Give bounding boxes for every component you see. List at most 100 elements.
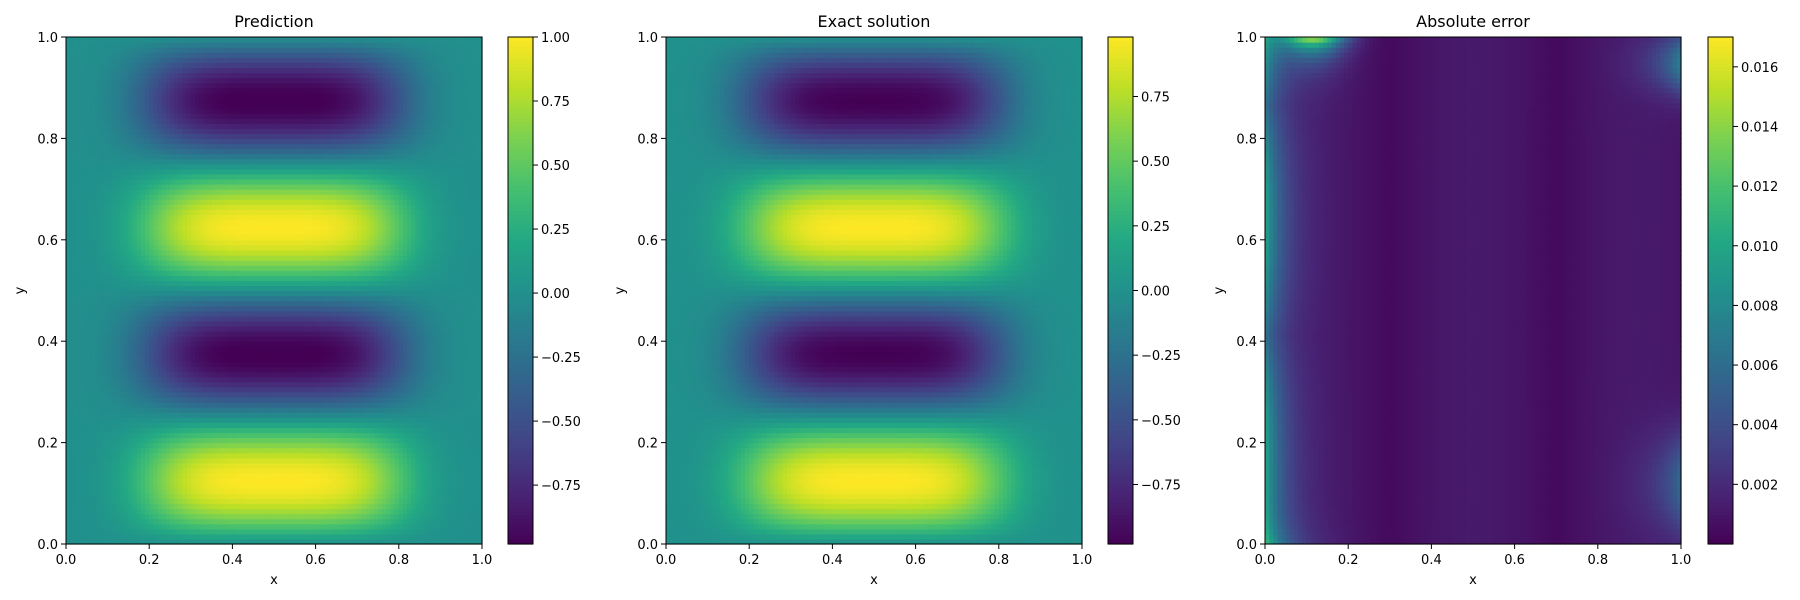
heatmap-cell — [436, 467, 441, 474]
heatmap-cell — [232, 432, 238, 439]
heatmap-cell — [153, 508, 159, 515]
heatmap-cell — [344, 396, 350, 403]
heatmap-cell — [357, 325, 362, 332]
heatmap-cell — [86, 503, 92, 510]
heatmap-cell — [303, 290, 308, 297]
heatmap-cell — [86, 427, 92, 434]
heatmap-cell — [469, 386, 475, 393]
heatmap-cell — [170, 483, 175, 489]
heatmap-cell — [145, 473, 150, 479]
heatmap-cell — [232, 351, 238, 358]
heatmap-cell — [353, 488, 358, 494]
heatmap-cell — [282, 290, 288, 297]
heatmap-cell — [348, 381, 354, 388]
heatmap-cell — [136, 315, 142, 322]
heatmap-cell — [120, 437, 125, 444]
heatmap-cell — [465, 447, 471, 454]
heatmap-cell — [70, 407, 75, 413]
heatmap-cell — [419, 513, 425, 520]
heatmap-cell — [261, 508, 267, 515]
heatmap-cell — [66, 437, 71, 444]
heatmap-cell — [82, 310, 88, 317]
heatmap-cell — [340, 336, 346, 342]
heatmap-cell — [253, 442, 258, 449]
heatmap-cell — [440, 386, 446, 393]
heatmap-cell — [215, 523, 221, 530]
heatmap-cell — [232, 538, 238, 545]
heatmap-cell — [294, 356, 300, 363]
heatmap-cell — [186, 371, 192, 378]
heatmap-cell — [70, 366, 75, 373]
heatmap-cell — [440, 361, 446, 368]
heatmap-cell — [390, 427, 396, 434]
heatmap-cell — [419, 295, 425, 302]
heatmap-cell — [340, 290, 346, 297]
heatmap-cell — [365, 483, 371, 489]
heatmap-cell — [265, 407, 271, 413]
heatmap-cell — [170, 295, 175, 302]
heatmap-cell — [469, 417, 475, 423]
heatmap-cell — [199, 447, 204, 454]
heatmap-cell — [402, 427, 408, 434]
heatmap-cell — [145, 391, 150, 398]
heatmap-cell — [407, 391, 412, 398]
heatmap-cell — [165, 300, 171, 307]
heatmap-cell — [332, 412, 337, 418]
heatmap-cell — [211, 442, 217, 449]
heatmap-cell — [115, 452, 121, 459]
heatmap-cell — [99, 366, 105, 373]
heatmap-cell — [382, 391, 387, 398]
heatmap-cell — [124, 478, 129, 484]
heatmap-cell — [278, 407, 283, 413]
heatmap-cell — [249, 371, 254, 378]
heatmap-cell — [357, 457, 362, 464]
heatmap-cell — [99, 371, 105, 378]
heatmap-cell — [111, 447, 117, 454]
heatmap-cell — [477, 513, 483, 520]
heatmap-cell — [436, 290, 441, 297]
heatmap-cell — [303, 346, 308, 352]
heatmap-cell — [107, 407, 113, 413]
heatmap-cell — [303, 533, 308, 540]
heatmap-cell — [170, 498, 175, 505]
heatmap-cell — [423, 346, 429, 352]
heatmap-cell — [344, 528, 350, 535]
heatmap-cell — [353, 290, 358, 297]
heatmap-cell — [86, 376, 92, 383]
heatmap-cell — [249, 432, 254, 439]
heatmap-cell — [265, 381, 271, 388]
heatmap-cell — [440, 493, 446, 499]
heatmap-cell — [386, 300, 392, 307]
heatmap-cell — [444, 391, 450, 398]
heatmap-cell — [99, 437, 105, 444]
heatmap-cell — [390, 325, 396, 332]
heatmap-cell — [228, 315, 233, 322]
heatmap-cell — [203, 396, 209, 403]
heatmap-cell — [145, 437, 150, 444]
heatmap-cell — [344, 412, 350, 418]
heatmap-cell — [315, 508, 321, 515]
heatmap-cell — [95, 315, 100, 322]
heatmap-cell — [111, 478, 117, 484]
heatmap-cell — [128, 376, 134, 383]
heatmap-cell — [386, 331, 392, 337]
heatmap-cell — [70, 447, 75, 454]
heatmap-cell — [178, 523, 184, 530]
heatmap-cell — [382, 341, 387, 347]
heatmap-cell — [303, 508, 308, 515]
heatmap-cell — [344, 488, 350, 494]
heatmap-cell — [311, 320, 317, 327]
heatmap-cell — [265, 483, 271, 489]
heatmap-cell — [469, 381, 475, 388]
heatmap-cell — [232, 336, 238, 342]
heatmap-cell — [448, 366, 454, 373]
heatmap-cell — [257, 473, 263, 479]
heatmap-cell — [199, 315, 204, 322]
heatmap-cell — [290, 488, 296, 494]
heatmap-cell — [457, 356, 462, 363]
heatmap-cell — [95, 325, 100, 332]
heatmap-cell — [394, 381, 400, 388]
heatmap-cell — [207, 498, 213, 505]
heatmap-cell — [382, 533, 387, 540]
heatmap-cell — [407, 346, 412, 352]
